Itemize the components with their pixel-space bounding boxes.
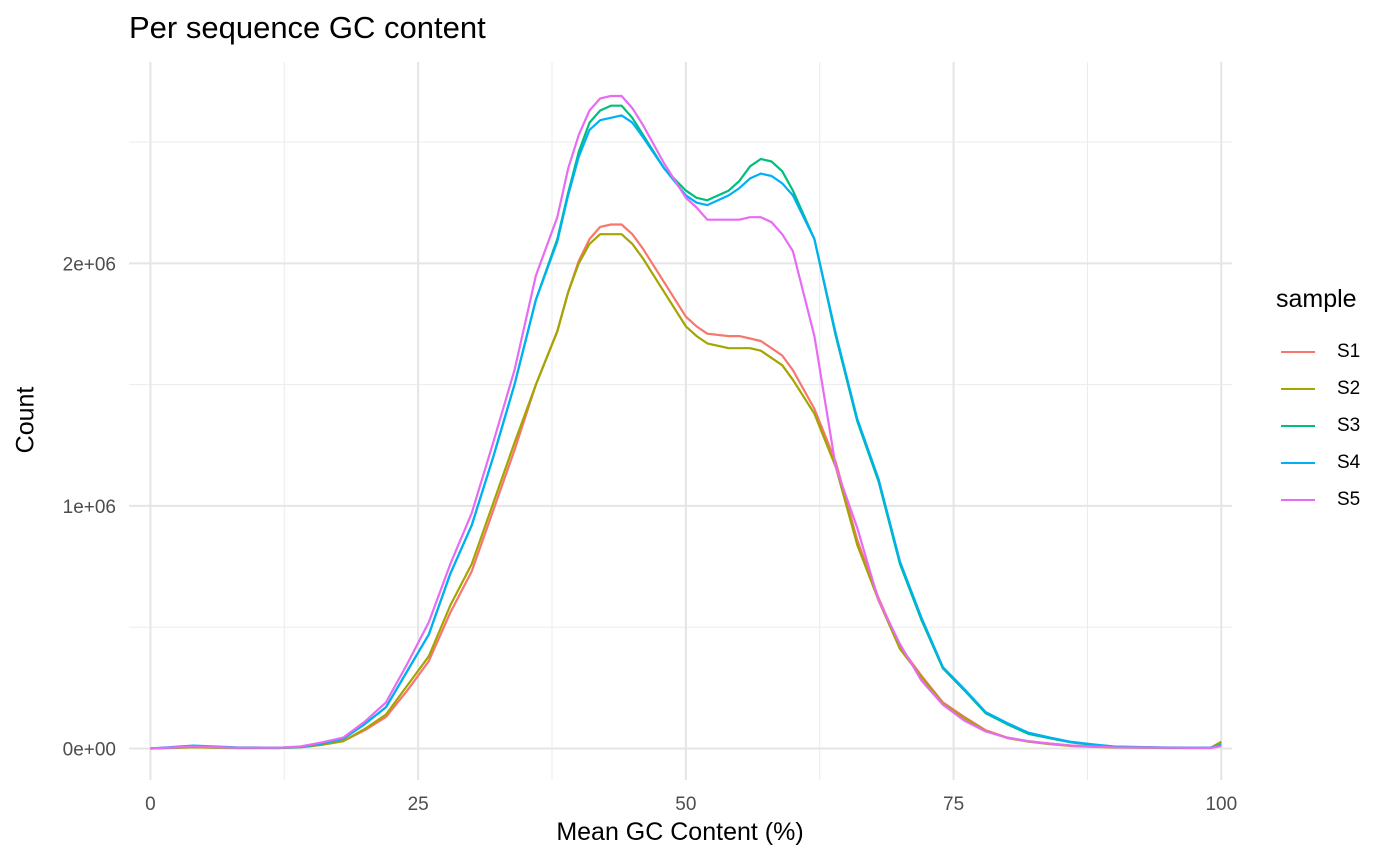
series-line-s4 — [150, 114, 1222, 750]
x-tick-label: 75 — [943, 794, 964, 815]
y-tick-label: 0e+00 — [63, 739, 116, 760]
major-gridlines — [129, 62, 1232, 780]
x-tick-label: 100 — [1205, 794, 1237, 815]
legend-item-s4: S4 — [1276, 444, 1360, 481]
chart-title: Per sequence GC content — [129, 10, 486, 45]
legend-items: S1 S2 S3 S4 S5 — [1276, 333, 1360, 518]
legend-swatch — [1281, 350, 1315, 353]
legend-label: S4 — [1337, 451, 1361, 473]
legend-label: S1 — [1337, 340, 1361, 362]
legend-swatch — [1281, 387, 1315, 390]
legend-swatch — [1281, 498, 1315, 501]
x-tick-labels: 0 25 50 75 100 — [145, 794, 1237, 815]
legend-label: S2 — [1337, 377, 1361, 399]
legend-item-s3: S3 — [1276, 407, 1360, 444]
y-tick-label: 2e+06 — [63, 254, 116, 275]
legend-item-s2: S2 — [1276, 370, 1360, 407]
series-lines — [150, 94, 1222, 750]
x-tick-label: 50 — [675, 794, 696, 815]
y-tick-labels: 0e+00 1e+06 2e+06 — [63, 254, 116, 760]
y-tick-label: 1e+06 — [63, 497, 116, 518]
series-line-s5 — [150, 94, 1222, 750]
legend-item-s1: S1 — [1276, 333, 1360, 370]
legend-item-s5: S5 — [1276, 481, 1360, 518]
legend-swatch — [1281, 461, 1315, 464]
x-tick-label: 0 — [145, 794, 156, 815]
legend: sample S1 S2 S3 S4 S5 — [1276, 285, 1360, 518]
legend-title: sample — [1276, 285, 1357, 313]
x-tick-label: 25 — [408, 794, 429, 815]
legend-swatch — [1281, 424, 1315, 427]
legend-label: S5 — [1337, 488, 1361, 510]
x-axis-label: Mean GC Content (%) — [556, 818, 804, 846]
legend-label: S3 — [1337, 414, 1361, 436]
minor-gridlines — [129, 62, 1232, 780]
y-axis-label: Count — [11, 386, 40, 454]
